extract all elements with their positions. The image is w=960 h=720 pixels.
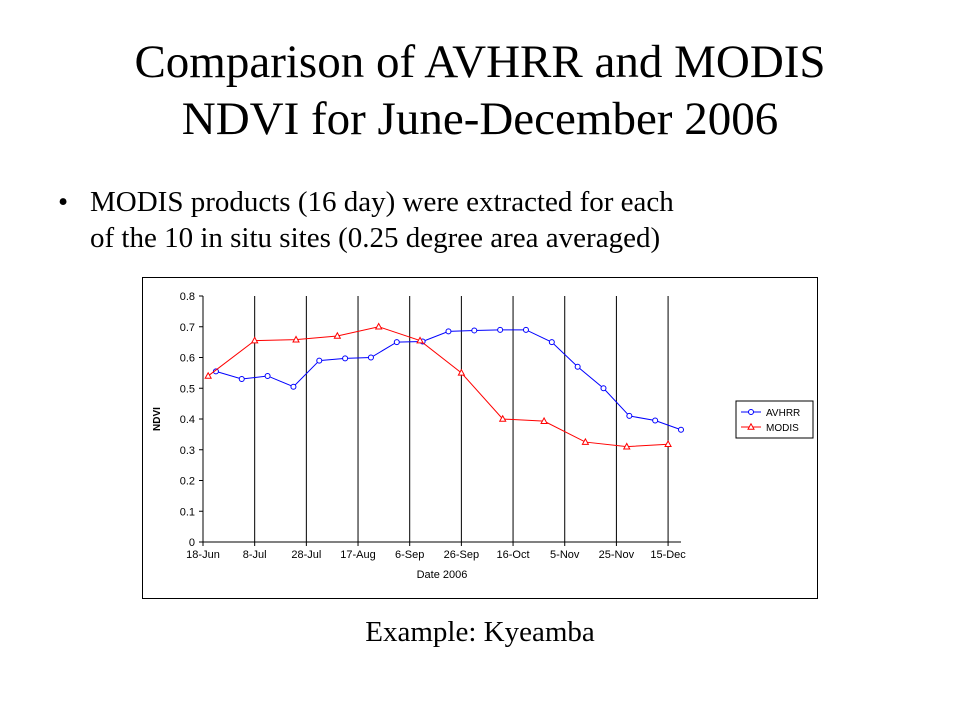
y-tick-label: 0.3 [180,445,195,457]
avhrr-data-point [471,327,478,334]
y-tick-label: 0.5 [180,383,195,395]
y-tick-label: 0.7 [180,322,195,334]
avhrr-data-point [574,363,581,370]
modis-data-point [581,437,590,445]
x-tick-label: 26-Sep [444,549,479,561]
y-axis-title: NDVI [152,407,163,431]
legend-avhrr-label: AVHRR [766,408,800,419]
title-line-2: NDVI for June-December 2006 [181,93,779,145]
legend-box [735,400,814,439]
x-tick-label: 5-Nov [550,549,580,561]
y-tick-label: 0.8 [180,291,195,303]
modis-data-point [292,335,300,343]
avhrr-data-point [316,357,323,364]
modis-data-point [498,414,507,422]
slide-title: Comparison of AVHRR and MODIS NDVI for J… [0,34,960,148]
modis-data-point [416,336,424,344]
avhrr-data-point [264,372,271,379]
x-tick-label: 25-Nov [599,549,635,561]
modis-data-point [204,371,213,379]
x-tick-label: 18-Jun [186,549,220,561]
legend-modis-label: MODIS [766,423,799,434]
modis-data-point [457,368,466,376]
bullet-text: MODIS products (16 day) were extracted f… [90,184,890,256]
avhrr-data-point [522,326,529,333]
y-tick-label: 0.2 [180,476,195,488]
avhrr-data-point [445,328,452,335]
bullet-line-2: of the 10 in situ sites (0.25 degree are… [90,222,661,254]
x-tick-label: 17-Aug [340,549,375,561]
y-tick-label: 0.4 [180,414,195,426]
y-tick-label: 0 [189,537,195,549]
x-tick-label: 16-Oct [497,549,530,561]
x-tick-label: 15-Dec [650,549,686,561]
modis-data-point [250,336,259,344]
modis-data-point [333,331,342,339]
avhrr-data-point [678,426,684,433]
y-tick-label: 0.1 [180,506,195,518]
avhrr-data-point [600,385,607,392]
avhrr-data-point [238,376,245,383]
bullet-line-1: MODIS products (16 day) were extracted f… [90,186,674,218]
avhrr-data-point [342,355,349,362]
ndvi-chart: 0 0.1 0.2 0.3 0.4 0.5 0.6 0.7 0.8 18-Jun 8-Jul 28-J… [142,277,818,599]
avhrr-data-point [548,339,555,346]
modis-data-point [622,442,631,450]
modis-data-point [664,439,672,448]
x-axis-title: Date 2006 [417,569,468,581]
x-tick-label: 28-Jul [291,549,321,561]
avhrr-data-point [290,383,297,390]
chart-svg: 0 0.1 0.2 0.3 0.4 0.5 0.6 0.7 0.8 18-Jun 8-Jul 28-J… [152,291,814,581]
x-tick-label: 6-Sep [395,549,424,561]
avhrr-data-point [393,339,400,346]
title-line-1: Comparison of AVHRR and MODIS [134,36,826,88]
bullet-symbol: • [58,186,69,218]
avhrr-series-line [215,329,682,431]
avhrr-data-point [497,326,504,333]
legend-modis-marker [747,422,755,430]
y-tick-label: 0.6 [180,353,195,365]
avhrr-data-point [652,417,659,424]
modis-data-point [540,416,548,424]
legend-avhrr-marker [748,409,754,415]
avhrr-data-point [367,354,374,361]
avhrr-data-point [626,412,633,419]
modis-series-line [207,326,669,448]
x-tick-label: 8-Jul [243,549,267,561]
modis-data-point [374,322,383,330]
chart-caption: Example: Kyeamba [365,616,595,648]
